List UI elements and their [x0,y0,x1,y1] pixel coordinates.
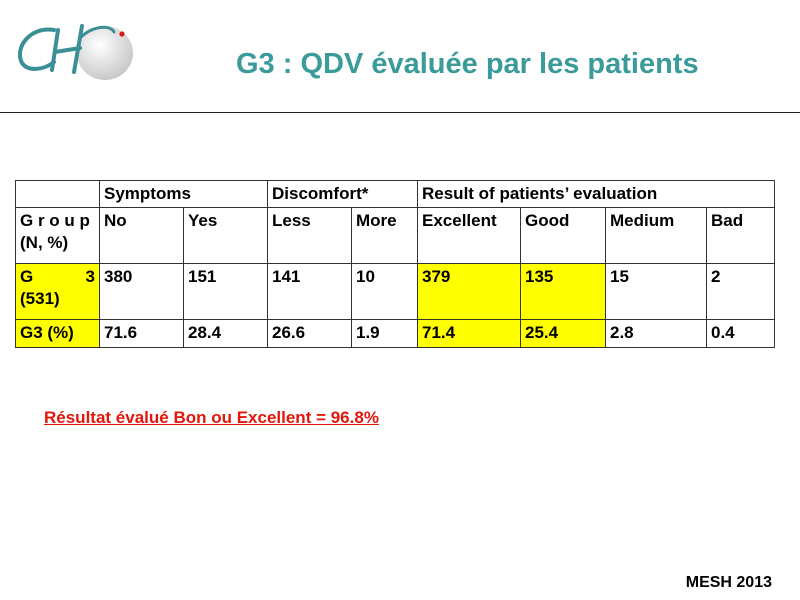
table-row-counts: G 3 (531) 380 151 141 10 379 135 15 2 [15,263,775,320]
percent-excellent: 71.4 [417,319,521,348]
percent-no: 71.6 [99,319,184,348]
count-more: 10 [351,263,418,320]
table-group-header-row: Symptoms Discomfort* Result of patients’… [15,180,775,208]
count-excellent: 379 [417,263,521,320]
logo-dot [119,31,125,37]
qol-results-table: Symptoms Discomfort* Result of patients’… [15,180,775,348]
result-summary-note: Résultat évalué Bon ou Excellent = 96.8% [44,408,379,427]
symptoms-header: Symptoms [99,180,268,208]
count-medium: 15 [605,263,707,320]
row-label-group-right: 3 [85,267,95,286]
percent-yes: 28.4 [183,319,268,348]
column-header-no: No [99,207,184,264]
percent-more: 1.9 [351,319,418,348]
table-corner-cell [15,180,100,208]
footer-label: MESH 2013 [685,574,772,591]
percent-good: 25.4 [520,319,606,348]
table-row-percent: G3 (%) 71.6 28.4 26.6 1.9 71.4 25.4 2.8 … [15,319,775,348]
row-label-group-left: G [20,267,34,286]
row-label-group-n: (531) [20,289,60,308]
row-label-group-count: G 3 (531) [15,263,100,320]
slide-title: G3 : QDV évaluée par les patients [236,48,699,80]
group-label-unit: (N, %) [20,233,69,252]
column-header-excellent: Excellent [417,207,521,264]
count-less: 141 [267,263,352,320]
logo-letter-h [50,24,84,74]
count-no: 380 [99,263,184,320]
column-header-bad: Bad [706,207,775,264]
column-header-less: Less [267,207,352,264]
header-divider [0,112,800,113]
column-header-good: Good [520,207,606,264]
group-label: G r o u p [20,211,90,230]
result-evaluation-header: Result of patients’ evaluation [417,180,775,208]
table-column-header-row: G r o u p (N, %) No Yes Less More Excell… [15,207,775,264]
hospital-logo [18,24,133,80]
logo-letter-c [18,27,56,71]
percent-bad: 0.4 [706,319,775,348]
count-good: 135 [520,263,606,320]
discomfort-header: Discomfort* [267,180,418,208]
percent-medium: 2.8 [605,319,707,348]
column-header-medium: Medium [605,207,707,264]
column-header-yes: Yes [183,207,268,264]
group-label-cell: G r o u p (N, %) [15,207,100,264]
column-header-more: More [351,207,418,264]
row-label-percent: G3 (%) [15,319,100,348]
logo-swoosh [78,25,116,40]
percent-less: 26.6 [267,319,352,348]
logo-sphere [77,26,133,80]
count-bad: 2 [706,263,775,320]
count-yes: 151 [183,263,268,320]
